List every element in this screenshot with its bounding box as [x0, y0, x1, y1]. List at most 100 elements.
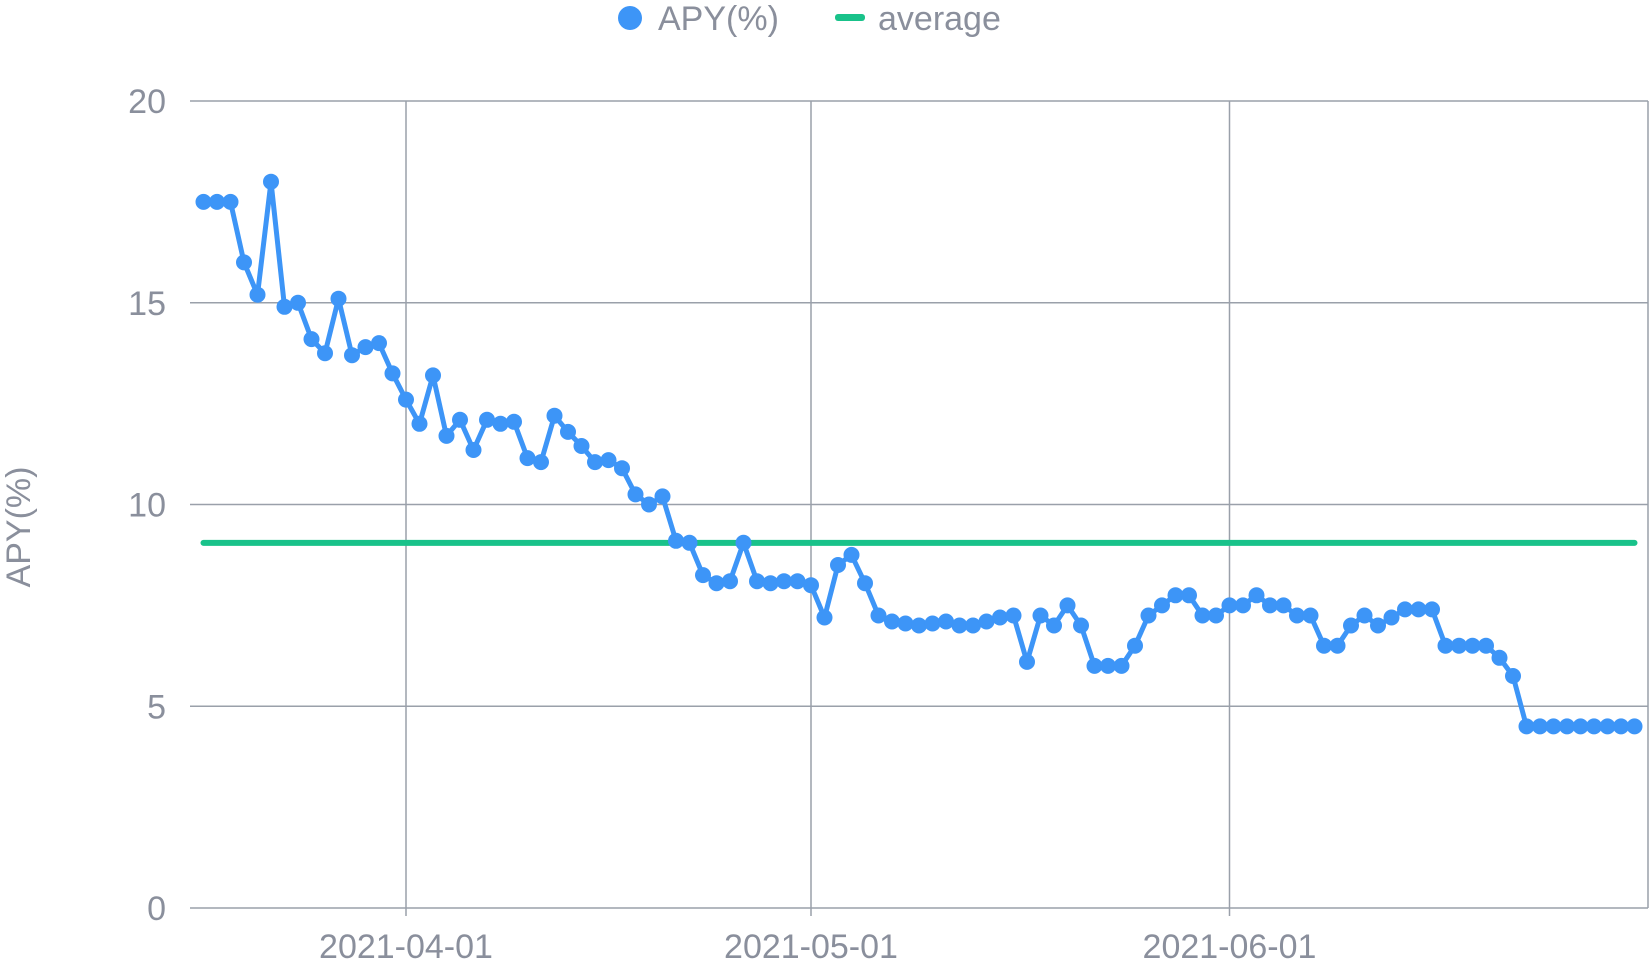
apy-point	[1073, 617, 1089, 634]
apy-point	[1262, 597, 1278, 614]
apy-point	[1343, 617, 1359, 634]
apy-point	[587, 454, 603, 471]
apy-point	[735, 534, 752, 551]
apy-point	[573, 438, 590, 454]
apy-point	[1370, 617, 1386, 634]
apy-point	[384, 365, 401, 382]
apy-point	[1356, 607, 1373, 624]
apy-point	[492, 415, 509, 432]
legend-apy-label: APY(%)	[658, 0, 779, 38]
apy-point	[1329, 637, 1346, 654]
apy-point	[195, 193, 212, 210]
legend-apy-marker	[618, 6, 642, 30]
apy-point	[1383, 609, 1400, 626]
apy-point	[1221, 597, 1238, 614]
apy-point	[924, 615, 941, 632]
apy-point	[249, 286, 266, 303]
apy-point	[965, 617, 981, 634]
apy-point	[1626, 718, 1643, 735]
y-tick-label: 5	[147, 688, 166, 726]
apy-point	[506, 413, 522, 430]
x-tick-label: 2021-04-01	[319, 928, 493, 966]
apy-point	[411, 415, 428, 432]
apy-point	[1248, 587, 1265, 604]
apy-point	[519, 450, 536, 467]
x-axis-ticks: 2021-04-01 2021-05-01 2021-06-01	[319, 928, 1316, 966]
apy-point	[681, 534, 698, 551]
apy-point	[1140, 607, 1157, 624]
apy-point	[843, 546, 860, 563]
x-tick-label: 2021-06-01	[1143, 928, 1317, 966]
y-axis-ticks: 0 5 10 15 20	[128, 83, 166, 928]
apy-point	[654, 488, 671, 505]
apy-point	[236, 254, 252, 271]
apy-point	[1316, 637, 1332, 654]
apy-point	[870, 607, 887, 624]
apy-point	[1005, 607, 1022, 624]
apy-point	[317, 345, 333, 362]
apy-point	[452, 411, 468, 428]
apy-point	[789, 573, 806, 590]
apy-point	[1113, 657, 1130, 674]
apy-point	[978, 613, 995, 630]
apy-point	[398, 391, 414, 408]
apy-point	[938, 613, 954, 630]
apy-point	[560, 423, 576, 440]
apy-point	[1451, 637, 1467, 654]
apy-point	[344, 347, 360, 364]
apy-point	[1059, 597, 1076, 614]
y-tick-label: 10	[128, 487, 166, 525]
apy-point	[1397, 601, 1413, 618]
apy-point	[708, 575, 725, 592]
apy-point	[600, 452, 617, 469]
apy-point	[533, 454, 549, 471]
apy-point	[614, 460, 630, 477]
apy-point	[1289, 607, 1305, 624]
apy-point	[290, 294, 306, 311]
apy-point	[1505, 668, 1521, 684]
apy-point	[776, 573, 792, 590]
apy-point	[897, 615, 914, 632]
y-tick-label: 20	[128, 83, 166, 121]
apy-point	[668, 532, 684, 549]
y-tick-label: 0	[147, 890, 166, 928]
apy-point	[816, 609, 833, 626]
apy-point	[627, 486, 644, 503]
apy-point	[1275, 597, 1292, 614]
apy-point	[1478, 637, 1494, 654]
apy-point	[1181, 587, 1197, 604]
apy-point	[830, 557, 846, 573]
apy-point	[884, 613, 900, 630]
apy-point	[1464, 637, 1481, 654]
apy-point	[1194, 607, 1211, 624]
apy-point	[1613, 718, 1629, 735]
apy-point	[749, 573, 765, 590]
apy-point	[222, 193, 239, 210]
x-tick-label: 2021-05-01	[724, 928, 898, 966]
apy-point	[1019, 653, 1035, 670]
apy-point	[762, 575, 779, 592]
apy-point	[425, 367, 441, 384]
y-tick-label: 15	[128, 285, 166, 323]
apy-point	[911, 617, 927, 634]
apy-point	[1586, 718, 1602, 735]
apy-point	[641, 496, 657, 513]
apy-series	[195, 173, 1643, 735]
apy-point	[1559, 718, 1575, 735]
apy-point	[1208, 607, 1224, 624]
apy-point	[357, 339, 374, 356]
apy-point	[1154, 597, 1170, 614]
apy-point	[1032, 607, 1049, 624]
apy-point	[992, 609, 1008, 626]
apy-point	[1532, 718, 1548, 735]
apy-point	[1491, 649, 1508, 666]
apy-point	[465, 442, 482, 458]
apy-point	[951, 617, 968, 634]
apy-point	[303, 331, 320, 348]
apy-point	[546, 407, 563, 424]
apy-point	[1424, 601, 1440, 618]
legend: APY(%) average	[618, 0, 1001, 38]
apy-point	[371, 335, 387, 352]
apy-point	[1167, 587, 1184, 604]
